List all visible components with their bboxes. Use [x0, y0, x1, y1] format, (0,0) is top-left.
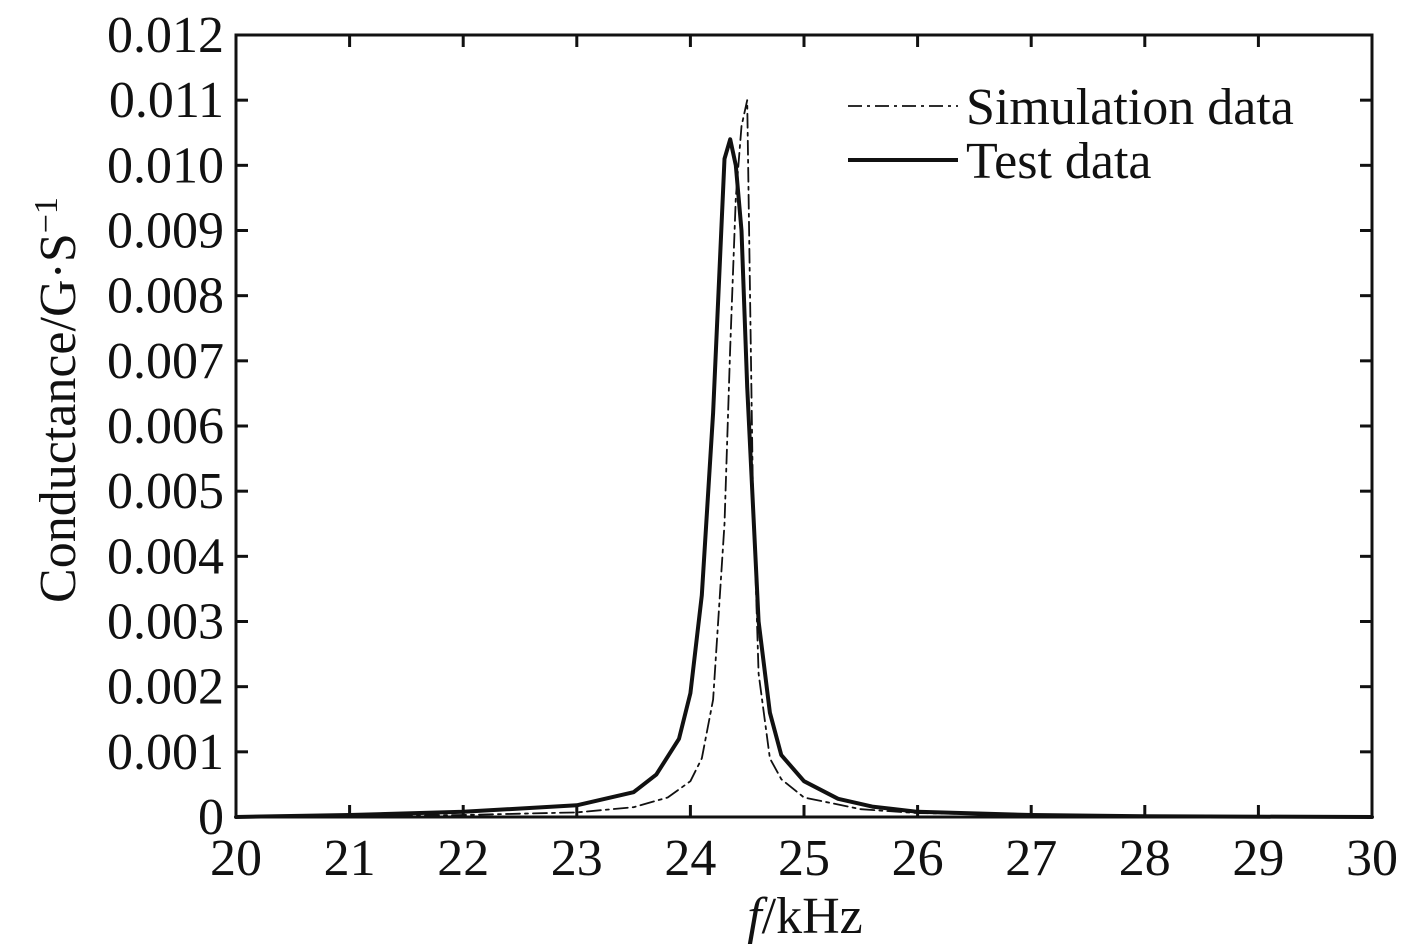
- x-tick-label: 27: [1005, 830, 1057, 887]
- y-axis-title-sup: −1: [28, 197, 65, 233]
- x-tick-label: 23: [551, 830, 603, 887]
- y-tick-label: 0.005: [107, 463, 224, 520]
- x-tick-label: 24: [664, 830, 716, 887]
- y-axis: 0 0.001 0.002 0.003 0.004 0.005 0.006 0.007 0.00…: [107, 7, 1372, 846]
- y-tick-label: 0.009: [107, 203, 224, 260]
- y-tick-label: 0.010: [107, 137, 224, 194]
- y-tick-label: 0.004: [107, 528, 224, 585]
- x-tick-label: 29: [1232, 830, 1284, 887]
- y-tick-label: 0.007: [107, 333, 224, 390]
- x-axis-title: f/kHz: [747, 888, 863, 945]
- y-tick-label: 0.011: [109, 72, 224, 129]
- y-tick-label: 0.001: [107, 724, 224, 781]
- plot-area: [234, 33, 1374, 819]
- y-tick-label: 0.002: [107, 659, 224, 716]
- x-axis-title-rest: /kHz: [762, 888, 863, 945]
- x-tick-label: 30: [1346, 830, 1398, 887]
- y-axis-title-main: Conductance/G·S: [30, 233, 87, 603]
- y-tick-label: 0: [198, 789, 224, 846]
- y-tick-label: 0.012: [107, 7, 224, 64]
- x-tick-label: 26: [892, 830, 944, 887]
- y-tick-label: 0.008: [107, 268, 224, 325]
- x-tick-label: 20: [210, 830, 262, 887]
- x-tick-label: 22: [437, 830, 489, 887]
- y-axis-title: Conductance/G·S−1: [28, 197, 87, 603]
- legend-label: Simulation data: [966, 79, 1294, 136]
- x-tick-label: 21: [324, 830, 376, 887]
- series-line-simulation: [235, 99, 1373, 818]
- y-tick-label: 0.003: [107, 594, 224, 651]
- plot-frame: [234, 33, 1374, 819]
- x-tick-label: 28: [1119, 830, 1171, 887]
- x-axis: 20 21 22 23 24 25 26 27 28 29 30: [210, 35, 1398, 887]
- legend-label: Test data: [966, 133, 1152, 190]
- x-tick-label: 25: [778, 830, 830, 887]
- series-line-test: [234, 137, 1374, 819]
- y-tick-label: 0.006: [107, 398, 224, 455]
